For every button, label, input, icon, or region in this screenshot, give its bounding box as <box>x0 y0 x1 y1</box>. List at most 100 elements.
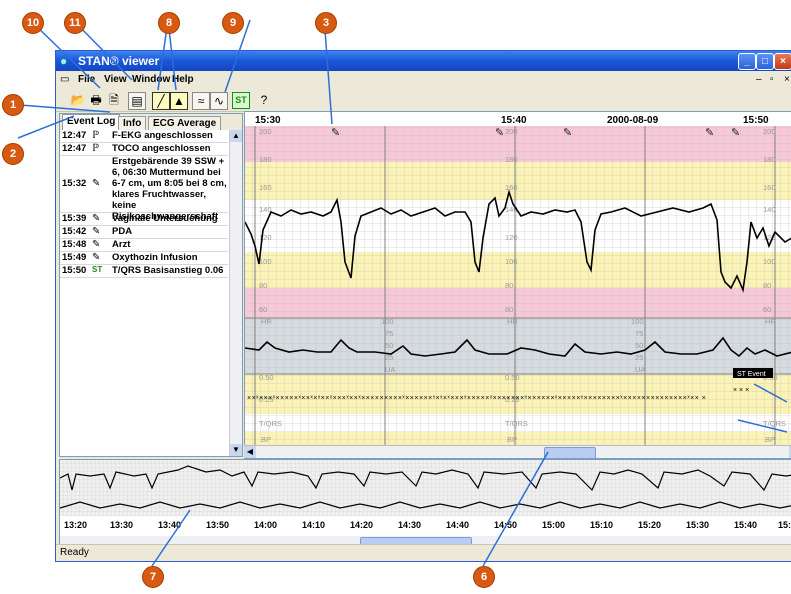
pencil-icon: ✎ <box>92 239 101 250</box>
pencil-icon: ✎ <box>92 213 101 224</box>
svg-text:60: 60 <box>763 305 771 314</box>
svg-text:14:10: 14:10 <box>302 520 325 530</box>
svg-text:15:10: 15:10 <box>590 520 613 530</box>
svg-text:200: 200 <box>763 127 776 136</box>
event-log-scrollbar[interactable]: ▲ ▼ <box>229 130 242 456</box>
st-event-marker[interactable] <box>733 368 773 378</box>
scroll-up-icon[interactable]: ▲ <box>230 130 242 142</box>
svg-text:60: 60 <box>259 305 267 314</box>
svg-text:0.50: 0.50 <box>259 373 274 382</box>
svg-text:100: 100 <box>381 317 394 326</box>
menu-view[interactable]: View <box>104 74 127 85</box>
svg-text:180: 180 <box>505 155 518 164</box>
list-item[interactable]: 15:42 ✎ PDA <box>60 226 228 239</box>
print-icon[interactable]: 🖶 <box>90 93 102 107</box>
svg-text:60: 60 <box>505 305 513 314</box>
help-icon[interactable]: ? <box>260 93 268 107</box>
svg-text:UA: UA <box>635 365 645 374</box>
list-item[interactable]: 15:49 ✎ Oxythozin Infusion <box>60 252 228 265</box>
svg-text:50: 50 <box>635 341 643 350</box>
overview-panel[interactable]: 13:20 13:30 13:40 13:50 14:00 14:10 14:2… <box>59 459 791 551</box>
svg-text:100: 100 <box>631 317 644 326</box>
pencil-icon[interactable]: ✎ <box>705 127 714 139</box>
svg-text:HR: HR <box>261 317 272 326</box>
svg-text:100: 100 <box>763 257 776 266</box>
pencil-icon[interactable]: ✎ <box>731 127 740 139</box>
svg-text:80: 80 <box>505 281 513 290</box>
open-icon[interactable]: 📂 <box>70 93 86 107</box>
svg-text:T/QRS: T/QRS <box>763 419 786 428</box>
list-item[interactable]: 15:32 ✎ Erstgebärende 39 SSW + 6, 06:30 … <box>60 156 228 222</box>
mdi-minimize-icon[interactable]: – <box>756 74 762 85</box>
svg-text:80: 80 <box>259 281 267 290</box>
svg-text:15:5: 15:5 <box>778 520 791 530</box>
st-icon[interactable]: ST <box>232 92 250 109</box>
svg-text:13:20: 13:20 <box>64 520 87 530</box>
pencil-icon[interactable]: ✎ <box>563 127 572 139</box>
app-window: ● STAN® viewer _ □ × ▭ File View Window … <box>55 50 791 562</box>
ctg-chart[interactable]: 15:30 15:40 2000-08-09 15:50 ✎ ✎ ✎ ✎ ✎ 2… <box>244 111 791 459</box>
menu-window[interactable]: Window <box>132 74 171 85</box>
st-event-label: ST Event <box>737 371 766 378</box>
window-title: STAN® viewer <box>78 54 160 68</box>
menu-file[interactable]: File <box>78 74 96 85</box>
pencil-icon[interactable]: ✎ <box>495 127 504 139</box>
list-item[interactable]: 12:47 ℙ TOCO angeschlossen <box>60 143 228 156</box>
svg-text:75: 75 <box>635 329 643 338</box>
tab-event-log[interactable]: Event Log <box>62 114 121 130</box>
svg-text:200: 200 <box>505 127 518 136</box>
svg-text:14:40: 14:40 <box>446 520 469 530</box>
list-item[interactable]: 12:47 ℙ F-EKG angeschlossen <box>60 130 228 143</box>
svg-text:200: 200 <box>259 127 272 136</box>
list-item[interactable]: 15:50 ST T/QRS Basisanstieg 0.06 <box>60 265 228 278</box>
svg-text:140: 140 <box>763 205 776 214</box>
list-item[interactable]: 15:48 ✎ Arzt <box>60 239 228 252</box>
svg-text:14:20: 14:20 <box>350 520 373 530</box>
wave-icon[interactable]: ∿ <box>210 92 228 110</box>
print-preview-icon[interactable]: 🗎 <box>109 93 119 107</box>
overview-icon[interactable]: ≈ <box>192 92 210 110</box>
svg-text:120: 120 <box>763 233 776 242</box>
chart-scroll-thumb[interactable] <box>544 447 596 459</box>
tab-ecg-average[interactable]: ECG Average <box>148 116 222 130</box>
callout-2: 2 <box>2 143 24 165</box>
document-icon[interactable]: ▭ <box>60 74 70 85</box>
tqrs-markers: ××ˣ×××ˣ×××××ˣ××ˣ×ˣ××ˣ×××ˣ××ˣ×××××××××ˣ××… <box>247 387 749 402</box>
svg-text:T/QRS: T/QRS <box>505 419 528 428</box>
overview-svg: 13:20 13:30 13:40 13:50 14:00 14:10 14:2… <box>60 460 791 530</box>
scroll-right-icon[interactable]: ▶ <box>789 446 791 458</box>
menu-help[interactable]: Help <box>172 74 194 85</box>
mdi-restore-icon[interactable]: ▫ <box>770 74 774 85</box>
svg-text:0.50: 0.50 <box>505 373 520 382</box>
svg-text:0.25: 0.25 <box>259 395 274 404</box>
close-button[interactable]: × <box>774 53 791 70</box>
svg-text:T/QRS: T/QRS <box>259 419 282 428</box>
scroll-down-icon[interactable]: ▼ <box>230 444 242 456</box>
chart-icon[interactable]: ▲ <box>170 92 188 110</box>
trend-icon[interactable]: ╱ <box>152 92 170 110</box>
svg-text:75: 75 <box>385 329 393 338</box>
pencil-icon[interactable]: ✎ <box>331 127 340 139</box>
svg-text:13:40: 13:40 <box>158 520 181 530</box>
maximize-button[interactable]: □ <box>756 53 774 70</box>
minimize-button[interactable]: _ <box>738 53 756 70</box>
svg-text:25: 25 <box>635 353 643 362</box>
chart-scrollbar[interactable]: ◀ ▶ <box>244 445 791 459</box>
list-item[interactable]: 15:39 ✎ Vaginale Untersuchung <box>60 213 228 226</box>
pencil-icon: ✎ <box>92 178 101 189</box>
toolbar: 📂 🖶 🗎 ▤ ╱ ▲ ≈ ∿ ST ? <box>56 89 791 112</box>
export-icon[interactable]: ▤ <box>128 92 146 110</box>
date-label: 2000-08-09 <box>607 115 659 126</box>
svg-text:140: 140 <box>505 205 518 214</box>
ctg-svg: 15:30 15:40 2000-08-09 15:50 ✎ ✎ ✎ ✎ ✎ 2… <box>245 112 791 446</box>
svg-text:120: 120 <box>259 233 272 242</box>
svg-text:14:50: 14:50 <box>494 520 517 530</box>
scroll-left-icon[interactable]: ◀ <box>244 446 256 458</box>
svg-text:HR: HR <box>765 317 776 326</box>
svg-text:BP: BP <box>261 435 271 444</box>
tab-info[interactable]: Info <box>118 116 147 130</box>
svg-text:160: 160 <box>259 183 272 192</box>
svg-text:100: 100 <box>259 257 272 266</box>
status-bar: Ready <box>56 544 791 561</box>
mdi-close-icon[interactable]: × <box>784 74 790 85</box>
